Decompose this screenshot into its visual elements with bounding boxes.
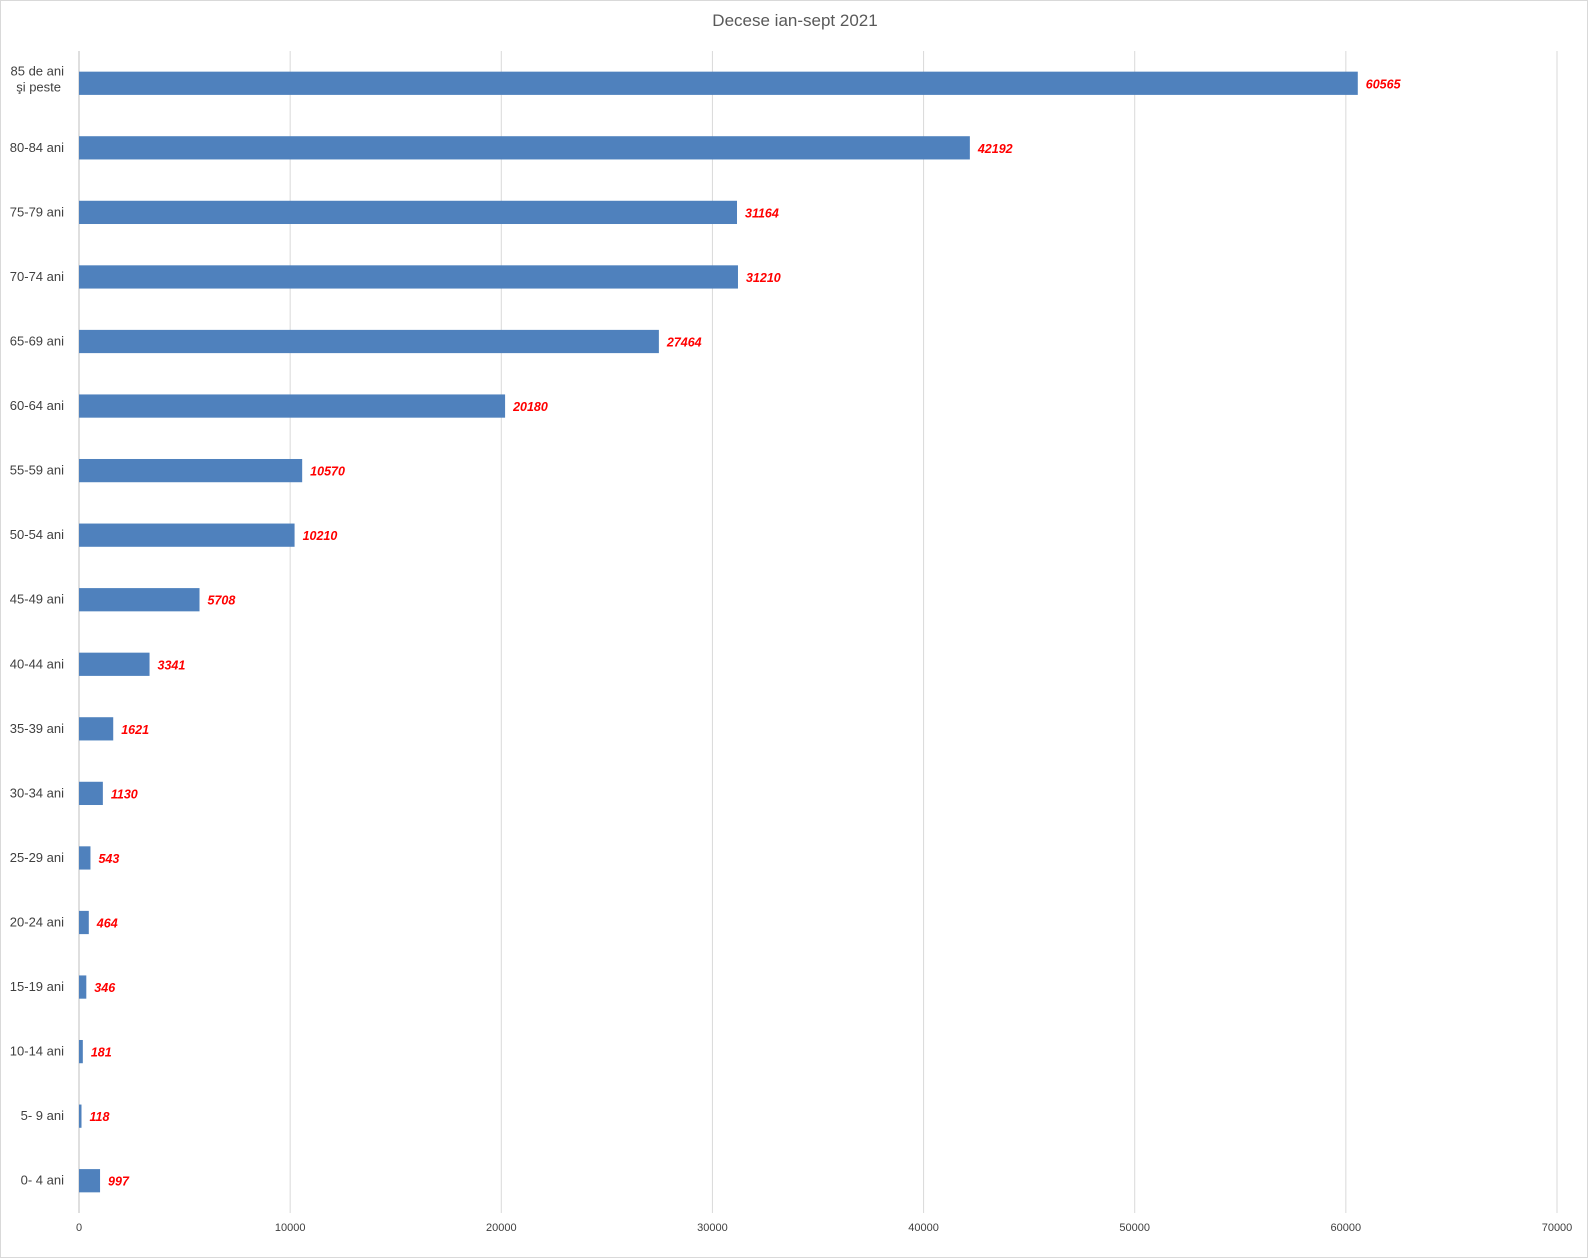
data-label: 60565 <box>1366 77 1402 91</box>
data-label: 42192 <box>977 142 1013 156</box>
data-label: 31210 <box>746 271 781 285</box>
category-label: 85 de ani şi peste <box>11 63 65 94</box>
x-tick-label: 70000 <box>1542 1222 1573 1234</box>
x-tick-label: 30000 <box>697 1222 728 1234</box>
bar <box>79 394 506 418</box>
x-tick-label: 20000 <box>486 1222 517 1234</box>
bar <box>79 200 738 225</box>
bar <box>79 846 91 870</box>
chart-title: Decese ian-sept 2021 <box>712 11 878 30</box>
x-tick-label: 0 <box>76 1222 82 1234</box>
data-label: 31164 <box>745 206 779 220</box>
data-label: 3341 <box>158 658 186 672</box>
category-label: 45-49 ani <box>10 592 64 607</box>
category-label: 35-39 ani <box>10 721 64 736</box>
bar <box>79 588 200 612</box>
category-label: 25-29 ani <box>10 850 64 865</box>
bar <box>79 71 1358 95</box>
data-label: 118 <box>89 1110 109 1124</box>
x-tick-label: 10000 <box>275 1222 306 1234</box>
bar <box>79 265 738 289</box>
data-label: 1130 <box>111 787 138 801</box>
data-label: 464 <box>96 917 118 931</box>
bar <box>79 1104 82 1128</box>
data-label: 997 <box>108 1175 130 1189</box>
category-label: 80-84 ani <box>10 140 64 155</box>
category-label: 15-19 ani <box>10 979 64 994</box>
data-label: 346 <box>94 981 116 995</box>
x-tick-label: 40000 <box>908 1222 939 1234</box>
category-label: 40-44 ani <box>10 656 64 671</box>
data-label: 10210 <box>303 529 338 543</box>
data-label: 20180 <box>512 400 548 414</box>
data-label: 10570 <box>310 465 345 479</box>
bar <box>79 910 89 935</box>
bar <box>79 652 150 676</box>
bar <box>79 781 103 806</box>
category-label: 55-59 ani <box>10 463 64 478</box>
data-label: 27464 <box>666 336 702 350</box>
data-label: 181 <box>91 1046 112 1060</box>
category-label: 30-34 ani <box>10 785 64 800</box>
x-tick-label: 60000 <box>1331 1222 1362 1234</box>
category-label: 5- 9 ani <box>21 1108 64 1123</box>
bar <box>79 136 970 160</box>
bar <box>79 1039 83 1064</box>
data-label: 1621 <box>121 723 149 737</box>
data-label: 5708 <box>208 594 236 608</box>
category-label: 65-69 ani <box>10 334 64 349</box>
category-label: 70-74 ani <box>10 269 64 284</box>
category-label: 20-24 ani <box>10 915 64 930</box>
category-label: 60-64 ani <box>10 398 64 413</box>
x-tick-label: 50000 <box>1119 1222 1150 1234</box>
bar <box>79 523 295 547</box>
bar <box>79 329 659 354</box>
bar <box>79 717 114 741</box>
category-label: 10-14 ani <box>10 1044 64 1059</box>
category-label: 50-54 ani <box>10 527 64 542</box>
bar <box>79 975 87 999</box>
bar <box>79 1169 101 1193</box>
category-label: 75-79 ani <box>10 204 64 219</box>
category-label: 0- 4 ani <box>21 1173 64 1188</box>
data-label: 543 <box>98 852 119 866</box>
bar <box>79 458 303 483</box>
